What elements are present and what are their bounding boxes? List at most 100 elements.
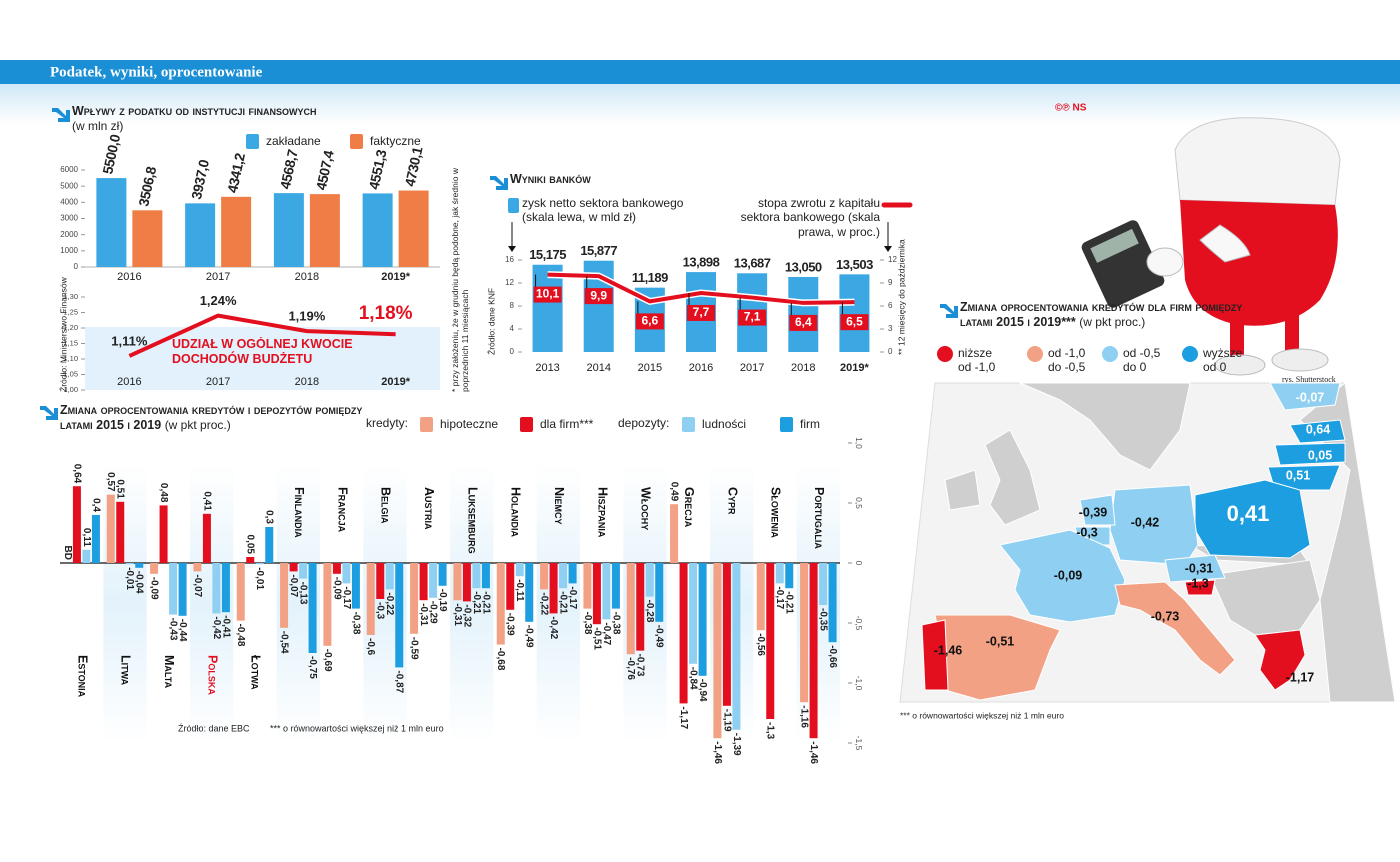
bar [116, 501, 125, 563]
bar [82, 549, 91, 563]
region [1184, 579, 1216, 596]
value-label: -0,3 [375, 602, 386, 620]
bar [376, 563, 385, 599]
value-label: -0,38 [350, 612, 361, 635]
region [1269, 382, 1341, 411]
value-label: 13,898 [683, 255, 720, 270]
header-glow [0, 84, 1400, 124]
bar [159, 505, 168, 563]
bar [135, 563, 144, 568]
y-tick-label: 8 [510, 301, 515, 310]
bar [246, 557, 255, 563]
map-label: -1,46 [934, 643, 963, 657]
value-label: 0,48 [158, 483, 169, 503]
legend-label: zysk netto sektora bankowego (skala lewa… [522, 196, 684, 225]
value-label: -0,17 [774, 586, 785, 609]
bar [202, 513, 211, 563]
annotation-box: UDZIAŁ W OGÓLNEJ KWOCIE DOCHODÓW BUDŻETU [172, 337, 353, 366]
bar [273, 193, 304, 267]
value-label: -0,59 [408, 637, 419, 660]
calculator [1081, 220, 1165, 308]
y-tick-label: 0,5 [854, 497, 864, 509]
y2-tick-label: 6 [888, 301, 893, 310]
value-label: 0,51 [115, 479, 126, 499]
map-label: -0,39 [1079, 505, 1108, 519]
bar [670, 504, 679, 563]
legend-group: kredyty: [366, 416, 408, 430]
value-label-box [840, 314, 869, 331]
bar [366, 563, 375, 635]
bar [132, 210, 163, 267]
value-label: 4568,7 [277, 148, 301, 191]
column-stripe [536, 463, 580, 743]
region [999, 529, 1126, 623]
value-label: -0,22 [384, 592, 395, 615]
x-tick-label: 2018 [295, 271, 319, 283]
legend-label: faktyczne [370, 134, 421, 148]
title-block: Wpływy z podatku od instytucji finansowy… [72, 104, 452, 133]
value-label: 0,49 [668, 482, 679, 502]
legend-label: od 0 [1203, 360, 1227, 374]
value-label: -0,01 [254, 567, 265, 590]
bar [193, 563, 202, 572]
chart-title: Wyniki banków [510, 172, 591, 186]
land [944, 469, 981, 511]
value-label: -0,19 [437, 589, 448, 612]
value-label: -1,3 [765, 722, 776, 740]
bar [410, 563, 419, 634]
bar [472, 563, 481, 589]
value-label: -0,87 [394, 670, 405, 693]
y-tick-label: -1,0 [854, 676, 864, 691]
x-tick-label: 2016 [117, 376, 141, 388]
bar [568, 563, 577, 584]
x-tick-label: 2019* [840, 362, 869, 374]
value-label: -0,73 [635, 654, 646, 677]
y-tick-label: 0 [510, 347, 515, 356]
y-tick-label: 1,30 [63, 292, 78, 301]
value-label: -0,35 [817, 608, 828, 631]
value-label: 6,6 [642, 314, 659, 328]
header-title: Podatek, wyniki, oprocentowanie [50, 64, 263, 80]
y-tick-label: 1,10 [63, 354, 78, 363]
bar [323, 563, 332, 646]
bar [332, 563, 341, 574]
value-label: -0,44 [177, 619, 188, 642]
y-tick-label: 2000 [60, 230, 78, 239]
region [1164, 554, 1226, 583]
bar [72, 486, 81, 563]
value-label: -1,16 [798, 705, 809, 728]
y-tick-label: 4000 [60, 197, 78, 206]
bar [626, 563, 635, 655]
region [921, 619, 949, 691]
bar [732, 563, 741, 730]
value-label: -0,22 [538, 592, 549, 615]
x-tick-label: 2017 [206, 376, 230, 388]
x-tick-label: Cypr [725, 487, 739, 515]
land [1019, 382, 1191, 471]
illustration-credit: rys. Shutterstock [1282, 375, 1336, 384]
bar [185, 203, 216, 267]
x-tick-label: Polska [205, 655, 219, 695]
value-label: -0,41 [220, 615, 231, 638]
value-label: 0,4 [90, 498, 101, 512]
value-label-box [789, 314, 818, 331]
value-label: -0,47 [601, 622, 612, 645]
value-label: 13,050 [785, 259, 822, 274]
y-tick-label: 6000 [60, 165, 78, 174]
figure-hand [1199, 224, 1251, 263]
legend-swatch [682, 417, 695, 432]
bar [766, 563, 775, 719]
value-label: -1,46 [808, 741, 819, 764]
value-label: -0,21 [480, 591, 491, 614]
note: * przy założeniu, że w grudniu będą podo… [450, 168, 471, 392]
legend-label-box: stopa zwrotu z kapitału sektora bankoweg… [741, 196, 880, 239]
value-label: -0,17 [341, 586, 352, 609]
value-label: -0,56 [755, 633, 766, 656]
bar [525, 563, 534, 622]
bar [698, 563, 707, 676]
bar [679, 563, 688, 704]
arrow-icon [940, 304, 958, 318]
value-label: -0,94 [697, 679, 708, 702]
y2-tick-label: 12 [888, 255, 897, 264]
value-label: -0,6 [365, 638, 376, 656]
